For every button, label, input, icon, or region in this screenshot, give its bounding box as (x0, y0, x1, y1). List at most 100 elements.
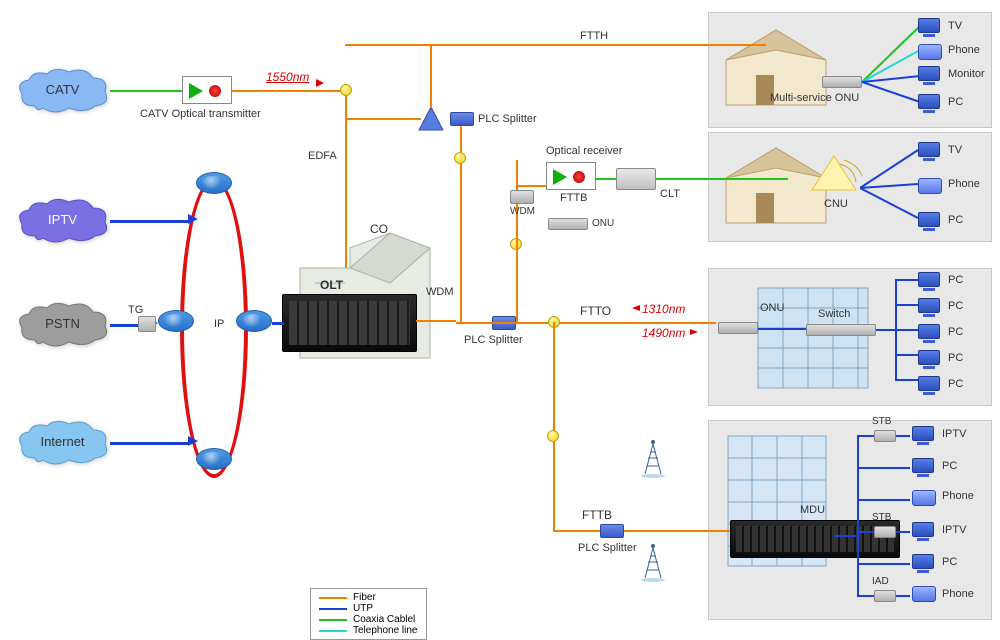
stb1-label: STB (872, 416, 891, 427)
legend-utp-label: UTP (353, 603, 373, 614)
ftto-pc3-label: PC (948, 326, 963, 338)
arrow-1490 (690, 329, 698, 335)
catv-tx-label: CATV Optical transmitter (140, 108, 261, 120)
edfa-icon (418, 106, 444, 132)
edfa-dot (340, 84, 352, 96)
arrow-internet (188, 436, 198, 446)
ftto-pc2 (918, 298, 940, 318)
line-fttb-down (553, 322, 555, 532)
ftto-pc5-label: PC (948, 378, 963, 390)
cloud-iptv: IPTV (15, 198, 110, 251)
line-mdu-in (708, 530, 732, 532)
wdm2-label: WDM (510, 206, 535, 217)
plc-splitter-1 (450, 112, 474, 126)
cnu-phone (918, 178, 942, 194)
ftth-label: FTTH (580, 30, 608, 42)
switch-device (806, 324, 876, 336)
cnu-pc-label: PC (948, 214, 963, 226)
line-ftth-in (708, 44, 766, 46)
mdu-iptv1 (912, 426, 934, 446)
cloud-internet: Internet (15, 420, 110, 473)
mdu-pc1 (912, 458, 934, 478)
iad-label: IAD (872, 576, 889, 587)
tower-antenna-2 (640, 542, 666, 582)
tg-device (138, 316, 156, 332)
cnu-label: CNU (824, 198, 848, 210)
ftto-pc4 (918, 350, 940, 370)
legend-coax: Coaxia Cablel (319, 614, 418, 625)
wdm-label: WDM (426, 286, 454, 298)
mdu-phone1-label: Phone (942, 490, 974, 502)
ftth-monitor-label: Monitor (948, 68, 985, 80)
cloud-internet-label: Internet (15, 434, 110, 449)
diagram-canvas: CATV IPTV PSTN Internet CATV Optical tra… (0, 0, 1000, 640)
cloud-iptv-label: IPTV (15, 212, 110, 227)
catv-optical-transmitter (182, 76, 232, 104)
line-iptv (110, 220, 190, 223)
router-bottom (196, 448, 232, 470)
edfa-label: EDFA (308, 150, 337, 162)
wdm2-device (510, 190, 534, 204)
mdu-pc2 (912, 554, 934, 574)
onu1-label: ONU (592, 218, 614, 229)
onu2-label: ONU (760, 302, 784, 314)
mdu-iptv2 (912, 522, 934, 542)
cnu-tv (918, 142, 940, 162)
arrow-1310 (632, 305, 640, 311)
clt-label: CLT (660, 188, 680, 200)
line-ftth-top (345, 44, 709, 46)
ftto-pc2-label: PC (948, 300, 963, 312)
mdu-iptv1-label: IPTV (942, 428, 966, 440)
ftth-monitor (918, 66, 940, 86)
ip-label: IP (214, 318, 224, 330)
line-olt-wdm (416, 320, 456, 322)
ftth-pc (918, 94, 940, 114)
line-1550 (232, 90, 342, 92)
line-catv-tx (110, 90, 182, 92)
msonu-device (822, 76, 862, 88)
legend-fiber-label: Fiber (353, 592, 376, 603)
ftto-pc4-label: PC (948, 352, 963, 364)
msonu-label: Multi-service ONU (770, 92, 859, 104)
wdm-dot (454, 152, 466, 164)
ftth-tv (918, 18, 940, 38)
cloud-pstn-label: PSTN (15, 316, 110, 331)
cnu-phone-label: Phone (948, 178, 980, 190)
opt-rx-label: Optical receiver (546, 145, 622, 157)
router-left (158, 310, 194, 332)
plc-label-1: PLC Splitter (478, 113, 537, 125)
line-cnu (708, 178, 788, 180)
wl-1310-label: 1310nm (642, 302, 685, 316)
cnu-icon (806, 150, 862, 196)
mdu-pc1-label: PC (942, 460, 957, 472)
cnu-tv-label: TV (948, 144, 962, 156)
line-edfa-v (430, 44, 432, 108)
onu2-device (718, 322, 758, 334)
co-label: CO (370, 222, 388, 236)
legend-tel-label: Telephone line (353, 625, 418, 636)
line-trunk-h (456, 322, 716, 324)
ftth-pc-label: PC (948, 96, 963, 108)
ftth-phone (918, 44, 942, 60)
arrow-iptv (188, 214, 198, 224)
line-clt (596, 178, 716, 180)
stb2 (874, 526, 896, 538)
ftth-phone-label: Phone (948, 44, 980, 56)
tower-antenna-1 (640, 438, 666, 478)
ftto-pc3 (918, 324, 940, 344)
stb1 (874, 430, 896, 442)
legend: Fiber UTP Coaxia Cablel Telephone line (310, 588, 427, 640)
clt-device (616, 168, 656, 190)
line-internet (110, 442, 190, 445)
stb2-label: STB (872, 512, 891, 523)
line-fttb-h (553, 530, 717, 532)
mdu-label: MDU (800, 504, 825, 516)
legend-utp: UTP (319, 603, 418, 614)
plc-label-3: PLC Splitter (578, 542, 637, 554)
legend-tel: Telephone line (319, 625, 418, 636)
cloud-pstn: PSTN (15, 302, 110, 355)
ftto-pc1-label: PC (948, 274, 963, 286)
olt-device (282, 294, 417, 352)
fttb-dot (547, 430, 559, 442)
cnu-pc (918, 212, 940, 232)
